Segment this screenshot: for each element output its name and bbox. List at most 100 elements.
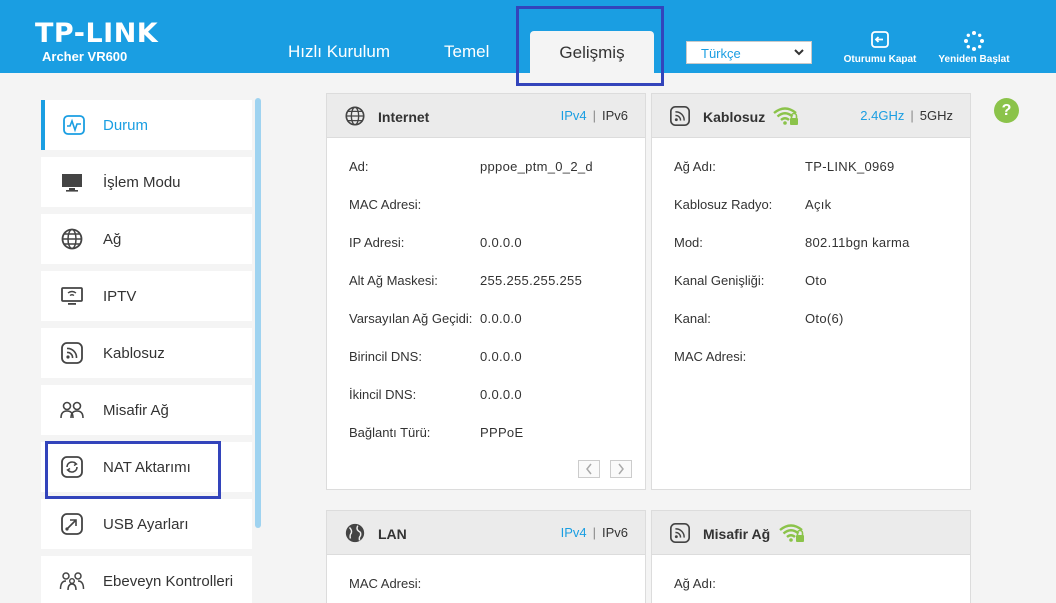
- language-value: Türkçe: [701, 46, 741, 61]
- sidebar-item-label: İşlem Modu: [103, 173, 181, 191]
- wireless-panel: Kablosuz 2.4GHz | 5GHz Ağ Adı: TP-LINK_096…: [651, 93, 971, 490]
- parental-icon: [41, 569, 103, 593]
- sidebar-item-usb-settings[interactable]: USB Ayarları: [41, 499, 252, 549]
- sidebar-item-label: Misafir Ağ: [103, 401, 169, 419]
- tab-advanced[interactable]: Gelişmiş: [530, 31, 654, 73]
- row-label: Mod:: [674, 235, 703, 250]
- sidebar-item-guest-network[interactable]: Misafir Ağ: [41, 385, 252, 435]
- chevron-down-icon: [793, 45, 805, 62]
- row-label: Kanal:: [674, 311, 711, 326]
- sidebar-item-status[interactable]: Durum: [41, 100, 252, 150]
- ipv4-link[interactable]: IPv4: [560, 525, 587, 540]
- globe-icon: [41, 227, 103, 251]
- row-value: Oto(6): [805, 311, 844, 326]
- row-value: 0.0.0.0: [480, 387, 522, 402]
- band-24ghz-link[interactable]: 2.4GHz: [860, 108, 905, 123]
- ipv6-link[interactable]: IPv6: [601, 108, 628, 123]
- row-value: Açık: [805, 197, 832, 212]
- row-label: Birincil DNS:: [349, 349, 422, 364]
- chevron-left-icon: [586, 463, 592, 475]
- wireless-icon: [41, 341, 103, 365]
- panel-title: Internet: [378, 109, 430, 125]
- separator: |: [910, 108, 914, 123]
- ip-version-switch: IPv4 | IPv6: [561, 108, 628, 123]
- sidebar-item-label: IPTV: [103, 287, 137, 305]
- reboot-button[interactable]: Yeniden Başlat: [934, 30, 1014, 65]
- row-label: Ağ Adı:: [674, 576, 716, 591]
- sidebar-item-nat-forwarding[interactable]: NAT Aktarımı: [41, 442, 252, 492]
- pulse-monitor-icon: [45, 113, 103, 137]
- sidebar-item-parental-controls[interactable]: Ebeveyn Kontrolleri: [41, 556, 252, 603]
- top-header: TP-LINK Archer VR600 Hızlı Kurulum Temel…: [0, 0, 1056, 73]
- usb-icon: [41, 512, 103, 536]
- separator: |: [592, 108, 596, 123]
- lan-panel: LAN IPv4 | IPv6 MAC Adresi:: [326, 510, 646, 603]
- sidebar-scrollbar[interactable]: [255, 98, 261, 528]
- row-label: MAC Adresi:: [349, 576, 422, 591]
- row-label: MAC Adresi:: [349, 197, 422, 212]
- chevron-right-icon: [618, 463, 624, 475]
- row-label: Ağ Adı:: [674, 159, 716, 174]
- wireless-icon: [669, 522, 691, 549]
- globe-filled-icon: [344, 522, 366, 549]
- nat-forward-icon: [41, 455, 103, 479]
- sidebar-item-label: NAT Aktarımı: [103, 458, 191, 476]
- row-label: IP Adresi:: [349, 235, 405, 250]
- wireless-icon: [669, 105, 691, 132]
- reboot-label: Yeniden Başlat: [938, 54, 1010, 65]
- highlight-box-advanced-tab: [516, 6, 664, 86]
- row-label: Bağlantı Türü:: [349, 425, 431, 440]
- internet-panel: Internet IPv4 | IPv6 Ad: pppoe_ptm_0_2_d M…: [326, 93, 646, 490]
- sidebar-item-label: Durum: [103, 116, 149, 134]
- panel-title: Kablosuz: [703, 109, 766, 125]
- row-value: TP-LINK_0969: [805, 159, 895, 174]
- sidebar-item-label: Kablosuz: [103, 344, 165, 362]
- sidebar-item-network[interactable]: Ağ: [41, 214, 252, 264]
- help-button[interactable]: ?: [994, 98, 1019, 123]
- sidebar-item-iptv[interactable]: IPTV: [41, 271, 252, 321]
- row-value: 0.0.0.0: [480, 311, 522, 326]
- row-value: PPPoE: [480, 425, 524, 440]
- row-label: Varsayılan Ağ Geçidi:: [349, 311, 473, 326]
- panel-title: LAN: [378, 526, 407, 542]
- sidebar-item-label: Ebeveyn Kontrolleri: [103, 572, 234, 590]
- sidebar-item-wireless[interactable]: Kablosuz: [41, 328, 252, 378]
- row-label: İkincil DNS:: [349, 387, 417, 402]
- ipv4-link[interactable]: IPv4: [560, 108, 587, 123]
- globe-icon: [344, 105, 366, 132]
- row-value: 0.0.0.0: [480, 349, 522, 364]
- highlight-box-nat-item: [45, 441, 221, 499]
- wifi-locked-icon: [772, 105, 800, 132]
- logout-label: Oturumu Kapat: [843, 54, 917, 65]
- prev-page-button[interactable]: [578, 460, 600, 478]
- model-name: Archer VR600: [42, 49, 128, 64]
- row-value: 255.255.255.255: [480, 273, 583, 288]
- band-switch: 2.4GHz | 5GHz: [860, 108, 953, 123]
- row-label: Alt Ağ Maskesi:: [349, 273, 438, 288]
- logout-button[interactable]: Oturumu Kapat: [840, 30, 920, 65]
- sidebar-item-label: USB Ayarları: [103, 515, 189, 533]
- monitor-icon: [41, 170, 103, 194]
- row-value: Oto: [805, 273, 827, 288]
- row-value: 0.0.0.0: [480, 235, 522, 250]
- band-5ghz-link[interactable]: 5GHz: [919, 108, 953, 123]
- language-select[interactable]: Türkçe: [686, 41, 812, 64]
- wireless-panel-header: Kablosuz 2.4GHz | 5GHz: [652, 94, 970, 138]
- next-page-button[interactable]: [610, 460, 632, 478]
- tab-basic[interactable]: Temel: [444, 42, 490, 61]
- internet-panel-header: Internet IPv4 | IPv6: [327, 94, 645, 138]
- reboot-icon: [934, 30, 1014, 52]
- guests-icon: [41, 398, 103, 422]
- sidebar-item-label: Ağ: [103, 230, 122, 248]
- ipv6-link[interactable]: IPv6: [601, 525, 628, 540]
- guest-panel-header: Misafir Ağ: [652, 511, 970, 555]
- row-label: MAC Adresi:: [674, 349, 747, 364]
- tab-quick-setup[interactable]: Hızlı Kurulum: [288, 42, 391, 61]
- row-value: pppoe_ptm_0_2_d: [480, 159, 593, 174]
- ip-version-switch: IPv4 | IPv6: [561, 525, 628, 540]
- panel-title: Misafir Ağ: [703, 526, 771, 542]
- wifi-locked-icon: [778, 522, 806, 549]
- sidebar-item-operation-mode[interactable]: İşlem Modu: [41, 157, 252, 207]
- row-label: Ad:: [349, 159, 369, 174]
- brand-logo: TP-LINK: [35, 18, 159, 49]
